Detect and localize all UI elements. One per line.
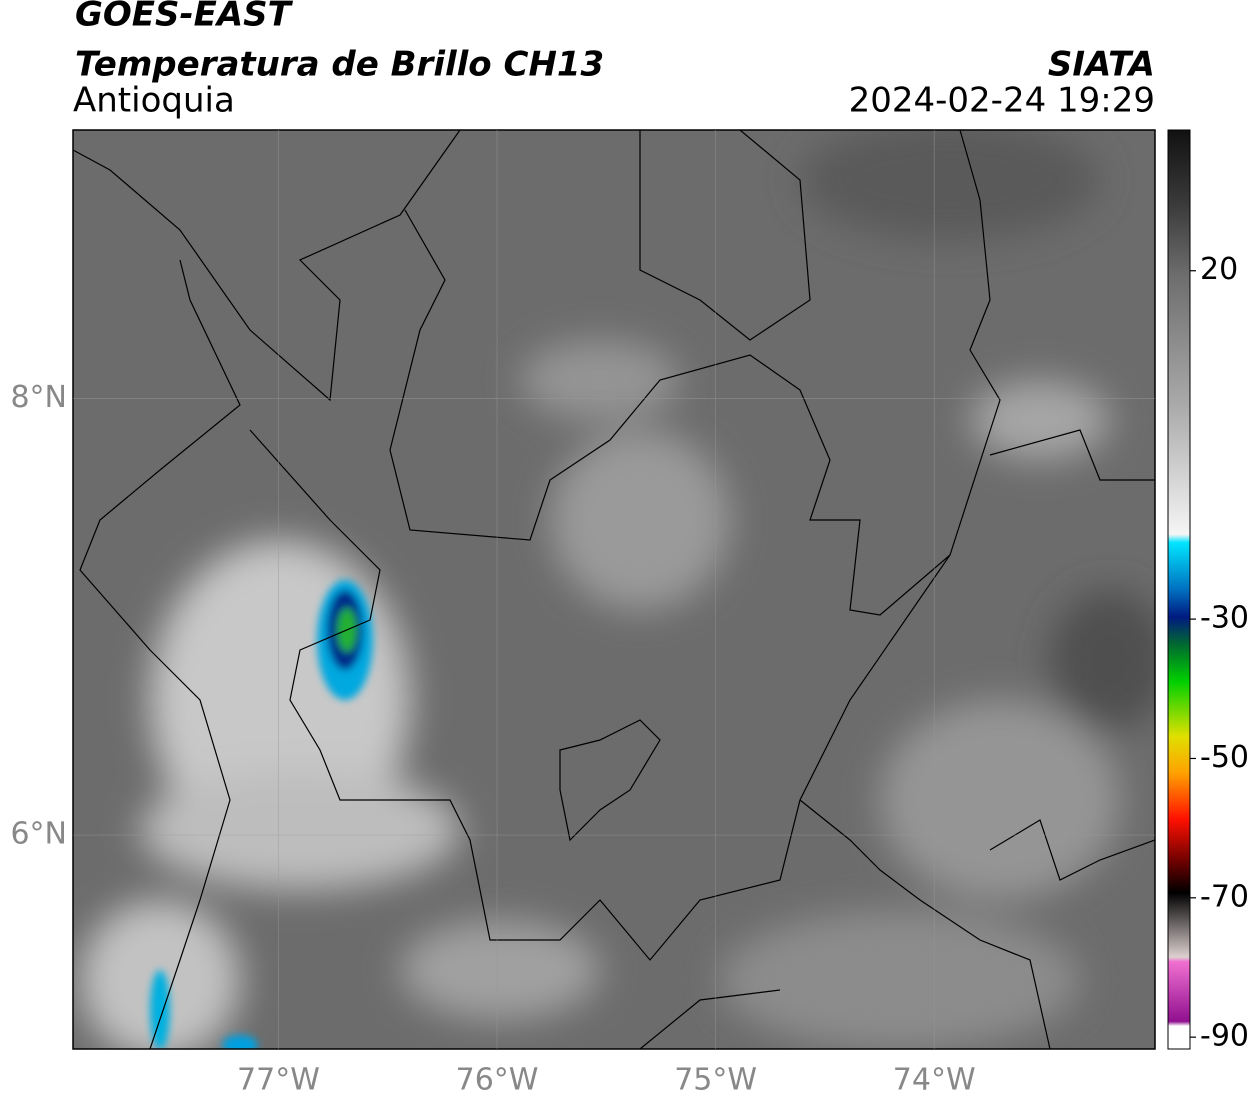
- lat-tick-label: 6°N: [10, 817, 67, 852]
- source: SIATA: [1048, 45, 1155, 85]
- colorbar-tick-label: 20: [1200, 252, 1238, 287]
- datetime: 2024-02-24 19:29: [849, 81, 1155, 121]
- lon-tick-label: 74°W: [893, 1063, 976, 1098]
- map-frame: [72, 129, 1156, 1050]
- lon-tick-label: 75°W: [674, 1063, 757, 1098]
- region: Antioquia: [73, 81, 235, 121]
- colorbar-tick-label: -90: [1200, 1019, 1249, 1054]
- colorbar-tick-label: -50: [1200, 740, 1249, 775]
- lon-tick-label: 77°W: [237, 1063, 320, 1098]
- lon-tick-label: 76°W: [456, 1063, 539, 1098]
- lat-tick-label: 8°N: [10, 380, 67, 415]
- colorbar-tick-label: -30: [1200, 601, 1249, 636]
- product: Temperatura de Brillo CH13: [75, 45, 604, 85]
- colorbar: [1167, 129, 1191, 1050]
- colorbar-tick-label: -70: [1200, 879, 1249, 914]
- satellite: GOES-EAST: [75, 0, 294, 35]
- map-image: [73, 130, 1155, 1049]
